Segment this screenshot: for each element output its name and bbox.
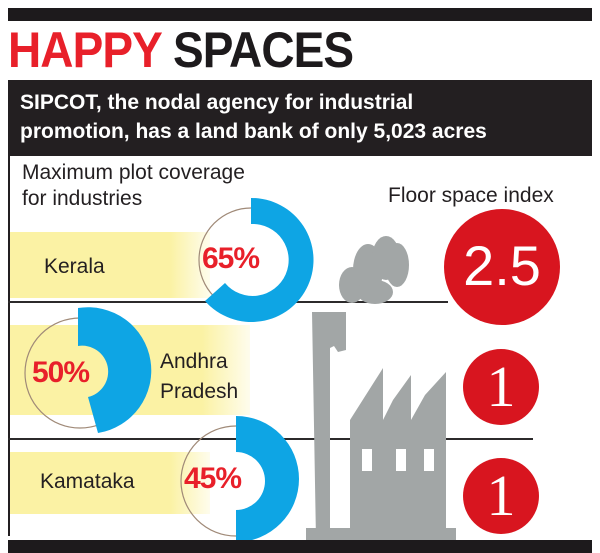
- subtitle: SIPCOT, the nodal agency for industrial …: [20, 88, 590, 146]
- state-label-kerala: Kerala: [44, 255, 105, 278]
- state-label-andhra: Andhra Pradesh: [160, 347, 238, 407]
- coverage-value-kamataka: 45%: [184, 462, 242, 495]
- left-rule: [8, 156, 10, 536]
- subtitle-line-1: SIPCOT, the nodal agency for industrial: [20, 91, 414, 114]
- headline-word-spaces: SPACES: [172, 22, 354, 78]
- fsi-value-kamataka: 1: [486, 463, 516, 528]
- state-label-kamataka: Kamataka: [40, 470, 135, 493]
- coverage-title-line-2: for industries: [22, 187, 143, 210]
- headline: HAPPY SPACES: [8, 22, 354, 78]
- subtitle-line-2: promotion, has a land bank of only 5,023…: [20, 120, 487, 143]
- subtitle-box: [8, 80, 592, 156]
- state-label-andhra-line-1: Andhra: [160, 350, 228, 373]
- fsi-column-title: Floor space index: [388, 184, 554, 207]
- coverage-value-kerala: 65%: [202, 242, 260, 275]
- row-band-kerala: [10, 232, 210, 298]
- fsi-circle-kerala: [444, 209, 560, 325]
- bottom-rule: [8, 540, 592, 553]
- top-rule: [8, 8, 592, 21]
- coverage-column-title: Maximum plot coverage for industries: [22, 160, 245, 212]
- coverage-title-line-1: Maximum plot coverage: [22, 161, 245, 184]
- coverage-value-andhra: 50%: [32, 356, 90, 389]
- fsi-value-kerala: 2.5: [463, 234, 541, 297]
- headline-word-happy: HAPPY: [8, 22, 162, 78]
- fsi-circle-andhra: [463, 349, 539, 425]
- fsi-value-andhra: 1: [486, 354, 516, 419]
- fsi-circle-kamataka: [463, 458, 539, 534]
- row-band-kamataka: [10, 452, 210, 514]
- state-label-andhra-line-2: Pradesh: [160, 380, 239, 403]
